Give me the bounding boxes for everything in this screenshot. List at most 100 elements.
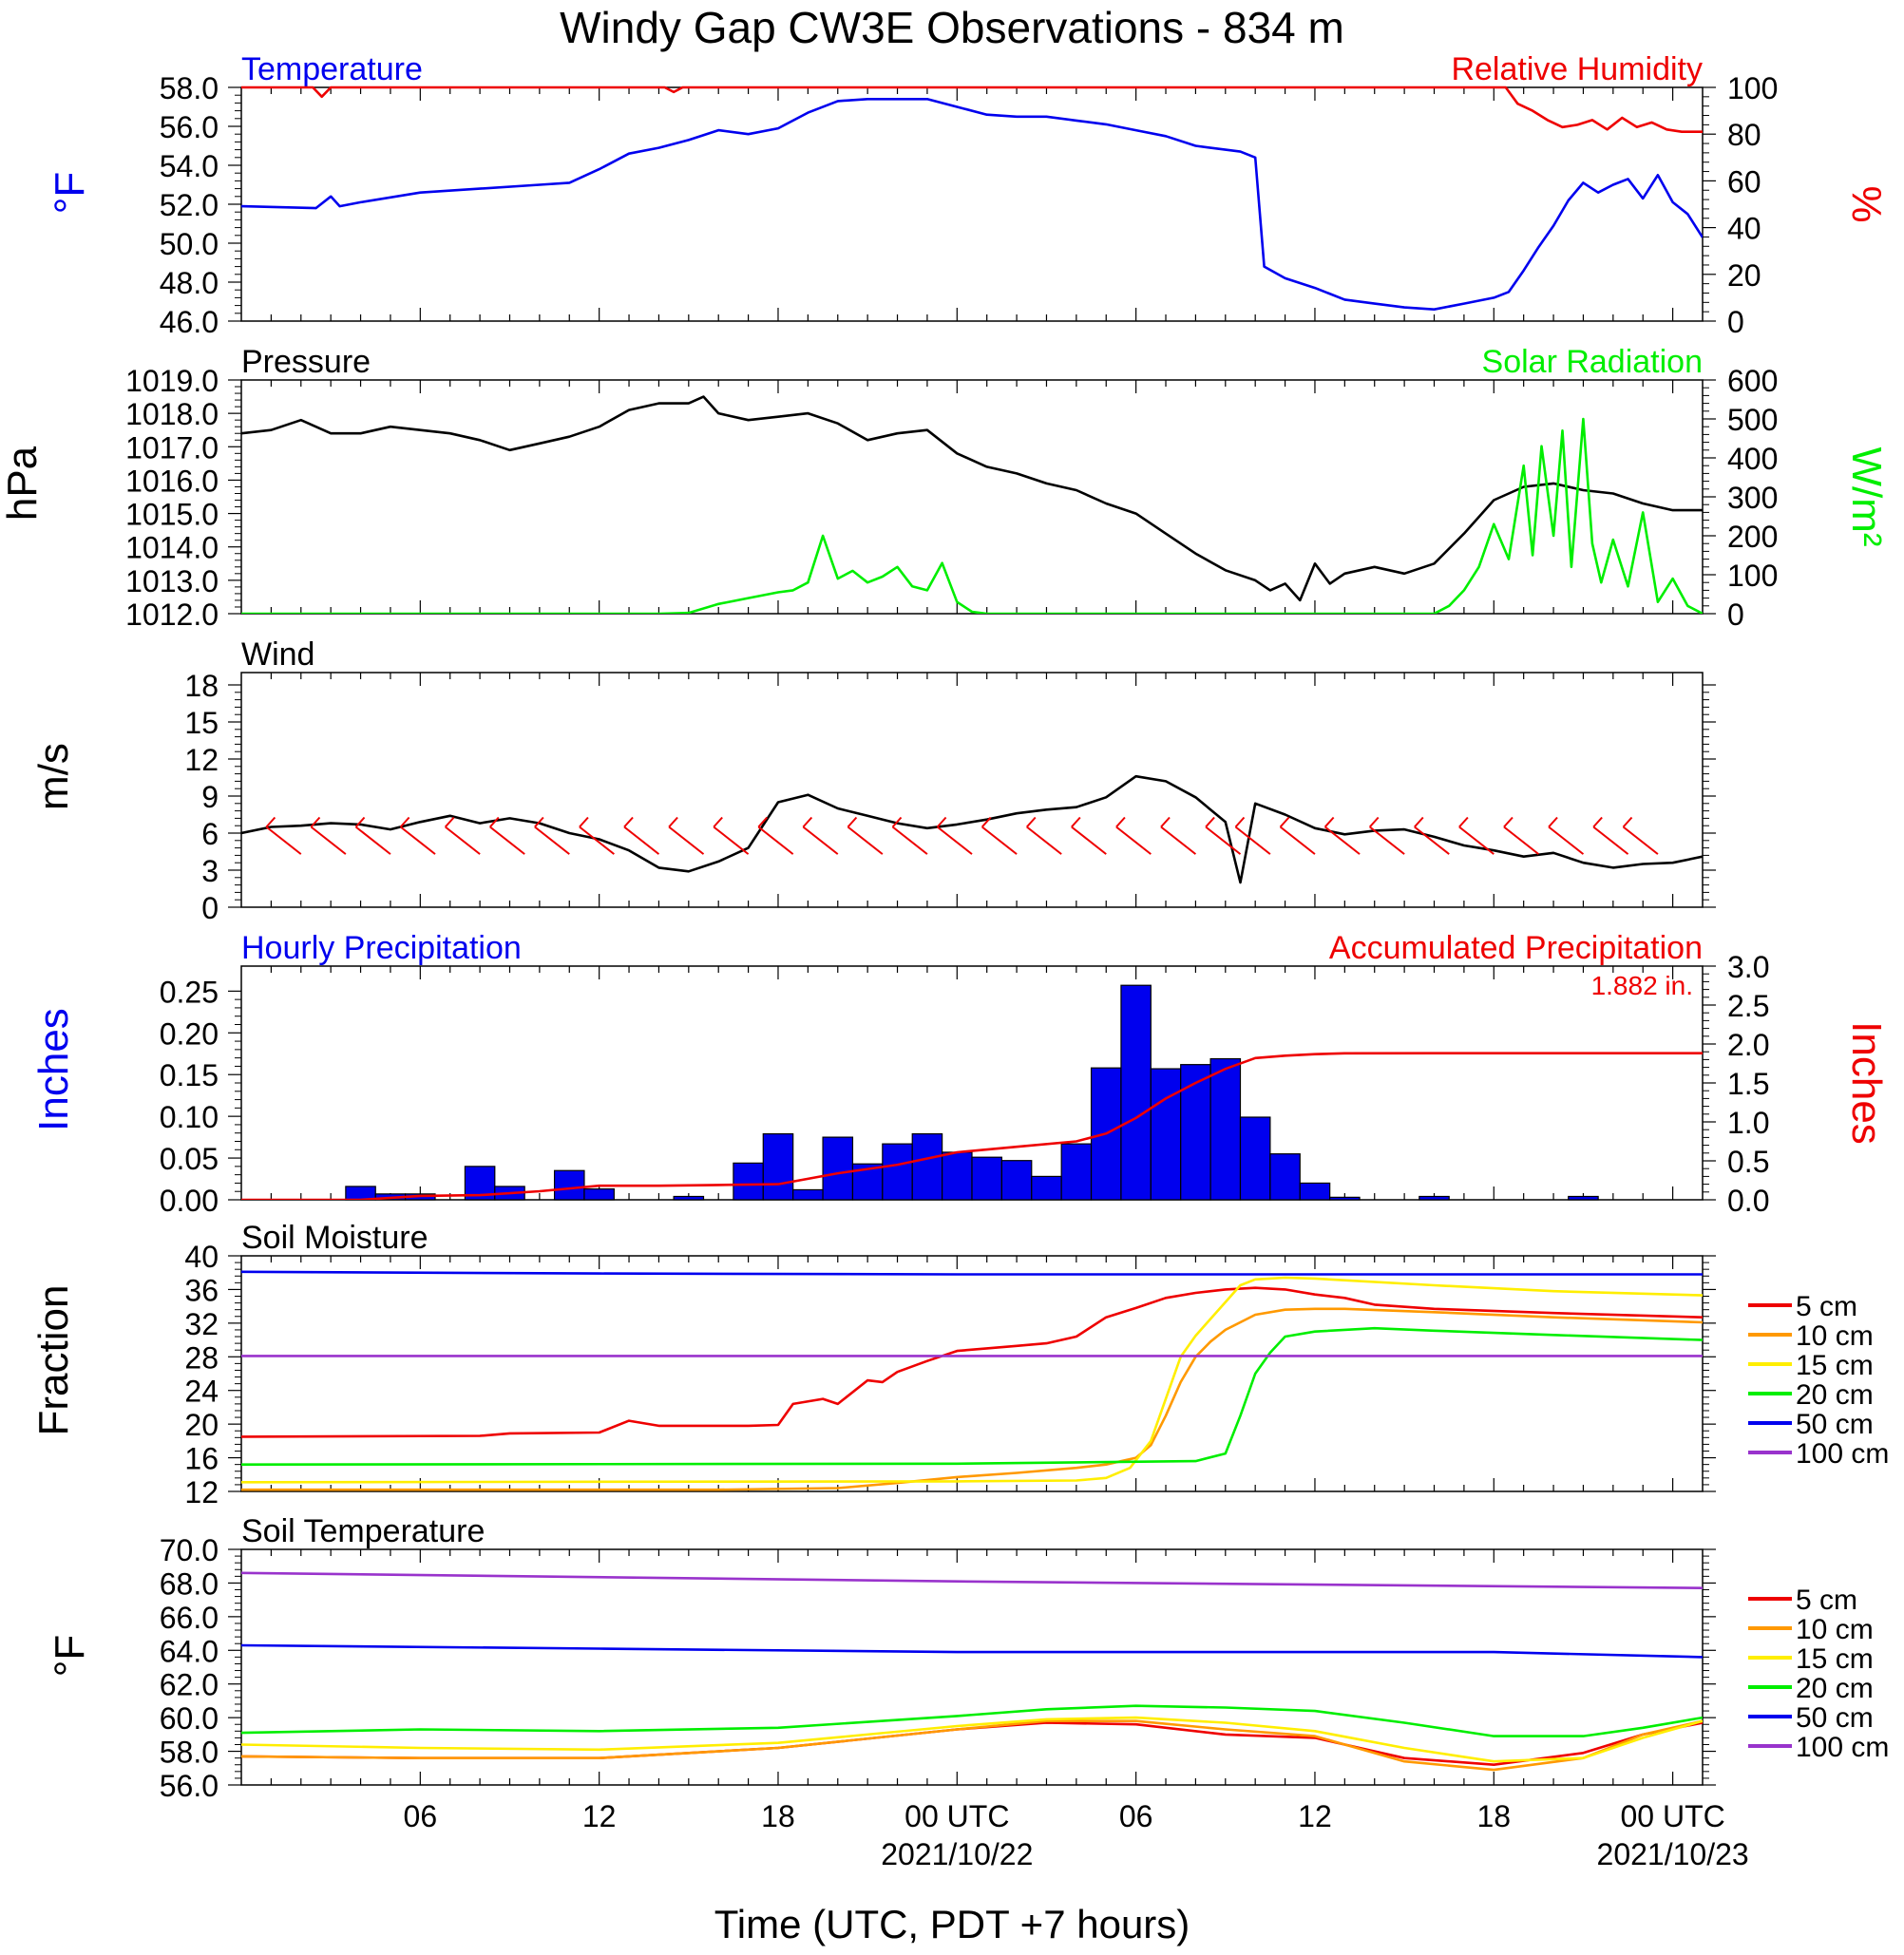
wind-barb-flag (1279, 816, 1290, 828)
y-tick-label: 1014.0 (125, 531, 219, 565)
wind-barb (445, 826, 481, 855)
wind-barb-flag (1414, 816, 1424, 828)
legend-label: 20 cm (1796, 1673, 1874, 1704)
wind-barb-flag (489, 816, 500, 828)
legend-label: 50 cm (1796, 1409, 1874, 1440)
y-tick-label: 1013.0 (125, 564, 219, 598)
wind-barb (1592, 826, 1629, 855)
red-series-line (241, 85, 1703, 133)
y-tick-label: 28 (184, 1340, 219, 1375)
y-tick-label: 18 (184, 669, 219, 703)
y-tick-label: 70.0 (160, 1533, 219, 1567)
50-cm-series-line (241, 1270, 1703, 1276)
x-date-label: 2021/10/23 (1597, 1837, 1749, 1871)
y-right-tick-label: 80 (1727, 118, 1761, 152)
y-tick-label: 3 (201, 854, 219, 888)
y-tick-label: 68.0 (160, 1566, 219, 1601)
wind-barb-flag (847, 816, 858, 828)
wind-barb-flag (1458, 816, 1469, 828)
wind-barb (579, 826, 615, 855)
y-right-tick-label: 2.5 (1727, 989, 1769, 1023)
y-tick-label: 54.0 (160, 149, 219, 183)
legend-label: 10 cm (1796, 1320, 1874, 1352)
y-tick-label: 12 (184, 743, 219, 777)
y-tick-label: 36 (184, 1273, 219, 1307)
wind-barb-flag (534, 816, 544, 828)
soil_temperature-panel: 56.058.060.062.064.066.068.070.0 Soil Tem… (47, 1513, 1889, 1871)
y-tick-label: 0.05 (160, 1142, 219, 1176)
15-cm-series-line (241, 1276, 1703, 1484)
y-tick-label: 9 (201, 780, 219, 814)
precip-bar (1150, 1068, 1182, 1201)
y-tick-label: 16 (184, 1442, 219, 1476)
legend-label: 15 cm (1796, 1643, 1874, 1675)
precip-bar (911, 1132, 943, 1201)
wind-barb (802, 826, 839, 855)
y-tick-label: 56.0 (160, 1769, 219, 1803)
y-tick-label: 48.0 (160, 266, 219, 300)
y-tick-label: 1016.0 (125, 464, 219, 498)
wind-barb (1234, 826, 1271, 855)
y-tick-label: 32 (184, 1307, 219, 1341)
wind-barb (265, 826, 302, 855)
wind-barb-flag (579, 816, 589, 828)
wind-barb (1115, 826, 1152, 855)
wind-barb (713, 826, 750, 855)
wind-left-axis-label: m/s (30, 743, 77, 810)
black-series-line (241, 395, 1703, 602)
wind-barb-flag (981, 816, 992, 828)
wind-barb (354, 826, 391, 855)
wind-barb (534, 826, 570, 855)
10-cm-series-line (241, 1719, 1703, 1772)
precip-bar (942, 1151, 973, 1201)
precip-bar (553, 1169, 585, 1201)
y-tick-label: 24 (184, 1375, 219, 1409)
y-tick-label: 1012.0 (125, 598, 219, 632)
precip-bar (583, 1187, 615, 1201)
x-tick-label: 06 (404, 1799, 438, 1833)
wind-barb-flag (399, 816, 410, 828)
precip-bar (1060, 1143, 1093, 1201)
wind-frame (240, 672, 1704, 908)
y-right-tick-label: 2.0 (1727, 1028, 1769, 1062)
legend-label: 5 cm (1796, 1585, 1857, 1616)
y-right-tick-label: 100 (1727, 71, 1778, 105)
temperature-left-axis-label: °F (47, 172, 93, 214)
precip-bar (971, 1156, 1002, 1201)
legend-label: 100 cm (1796, 1438, 1889, 1470)
y-tick-label: 0.15 (160, 1058, 219, 1092)
temperature-left-title: Temperature (241, 51, 423, 87)
y-tick-label: 0.25 (160, 975, 219, 1009)
green-series-line (241, 417, 1703, 614)
blue-series-line (241, 98, 1703, 312)
accumulated-total-label: 1.882 in. (1591, 971, 1693, 1000)
wind-barb (1205, 826, 1242, 855)
wind-barb (1160, 826, 1197, 855)
wind-barb (1622, 826, 1659, 855)
y-tick-label: 0 (201, 891, 219, 925)
y-tick-label: 0.10 (160, 1100, 219, 1134)
y-right-tick-label: 0 (1727, 598, 1744, 632)
soil_moisture-left-title: Soil Moisture (241, 1220, 428, 1256)
soil_temperature-left-title: Soil Temperature (241, 1513, 485, 1549)
x-date-label: 2021/10/22 (881, 1837, 1033, 1871)
100-cm-series-line (241, 1571, 1703, 1589)
y-tick-label: 1019.0 (125, 364, 219, 398)
red-series-line (241, 1052, 1703, 1200)
precipitation-right-axis-label: Inches (1843, 1021, 1890, 1145)
wind-barb-flag (1071, 816, 1081, 828)
wind-barb-flag (354, 816, 366, 828)
precipitation-right-title: Accumulated Precipitation (1329, 930, 1703, 966)
precip-bar (345, 1186, 376, 1201)
legend-label: 20 cm (1796, 1379, 1874, 1411)
precipitation-panel: 0.00 0.05 0.10 0.15 0.20 0.25 0.0 0.5 1.0 1.5 2.0 2… (30, 930, 1890, 1218)
precipitation-left-axis-label: Inches (30, 1008, 77, 1131)
x-tick-label: 00 UTC (1620, 1799, 1724, 1833)
y-right-tick-label: 300 (1727, 481, 1778, 515)
precip-bar (733, 1162, 764, 1201)
wind-barb-flag (757, 816, 769, 828)
pressure-panel: 1012.01013.01014.01015.01016.01017.01018… (0, 344, 1890, 632)
wind-barb (1503, 826, 1539, 855)
wind-barb (668, 826, 705, 855)
